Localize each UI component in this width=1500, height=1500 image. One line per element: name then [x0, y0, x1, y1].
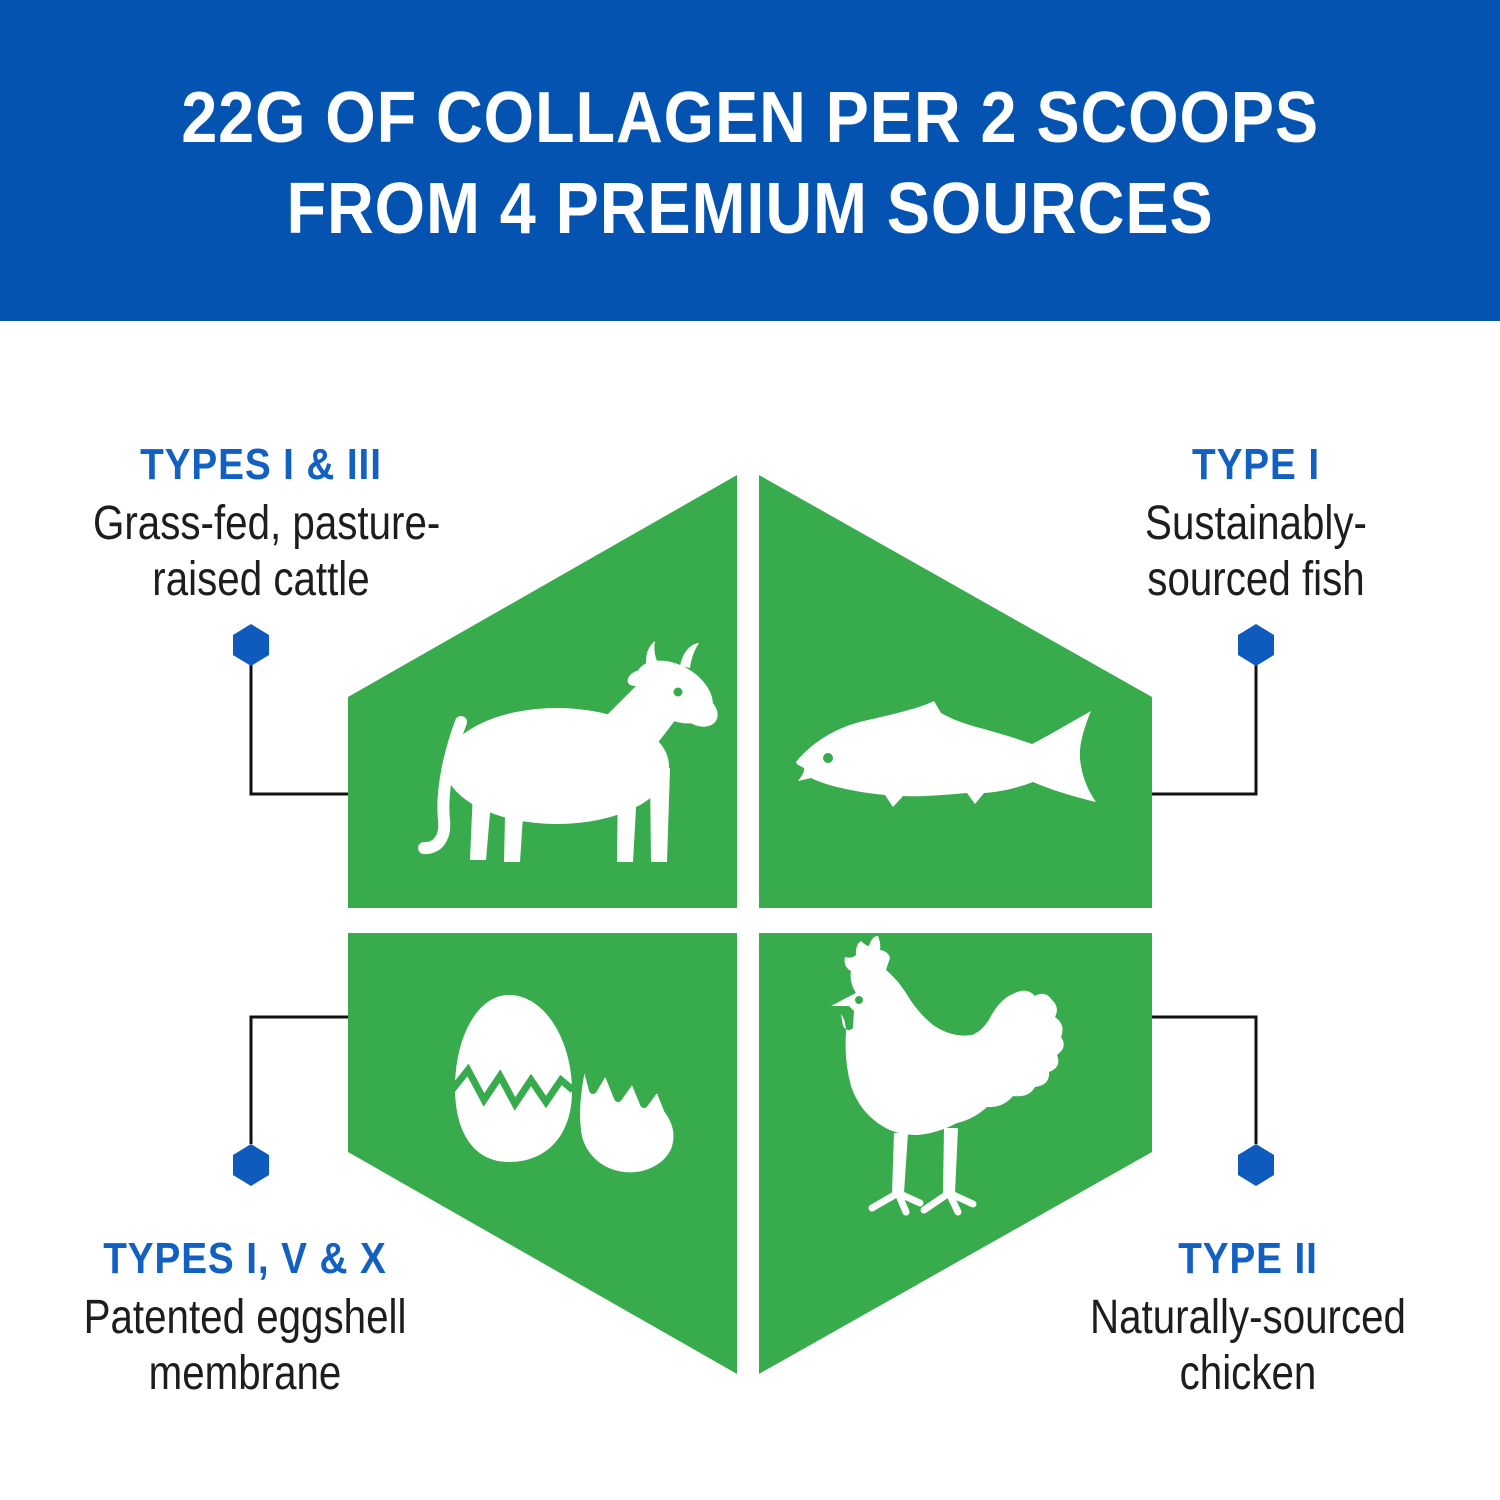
- cracked-eggs-icon: [449, 995, 682, 1181]
- label-desc-line1: Patented eggshell: [83, 1291, 407, 1344]
- collagen-type-heading: TYPE I: [1192, 440, 1320, 489]
- broken-eggshell-icon: [571, 1052, 682, 1181]
- connector-bottom-left: [249, 1015, 350, 1144]
- header-banner: 22G OF COLLAGEN PER 2 SCOOPS FROM 4 PREM…: [0, 0, 1500, 321]
- collagen-type-heading: TYPES I & III: [140, 440, 382, 489]
- label-top-left: TYPES I & III Grass-fed, pasture- raised…: [61, 440, 461, 608]
- quadrant-bottom-left-shape: [348, 933, 737, 1374]
- label-desc-line1: Naturally-sourced: [1090, 1291, 1406, 1344]
- chicken-icon: [831, 936, 1064, 1216]
- banner-title-line2: FROM 4 PREMIUM SOURCES: [286, 168, 1214, 249]
- label-desc-line1: Sustainably-: [1145, 497, 1367, 550]
- hex-dot-top-left-icon: [233, 624, 269, 666]
- fish-icon: [796, 701, 1096, 807]
- label-bottom-right: TYPE II Naturally-sourced chicken: [1048, 1234, 1448, 1402]
- banner-title-line1: 22G OF COLLAGEN PER 2 SCOOPS: [181, 77, 1319, 158]
- connector-top-right: [1150, 664, 1258, 796]
- chicken-eye-icon: [855, 996, 863, 1004]
- hex-dot-bottom-right-icon: [1238, 1144, 1274, 1186]
- egg-crack-line: [449, 1063, 576, 1111]
- label-desc-line2: sourced fish: [1147, 553, 1365, 606]
- hex-dot-bottom-left-icon: [233, 1144, 269, 1186]
- label-desc-line2: membrane: [148, 1347, 342, 1400]
- quadrant-top-right-shape: [759, 475, 1152, 908]
- connector-top-left: [249, 664, 350, 796]
- connector-bottom-right: [1150, 1015, 1258, 1144]
- label-top-right: TYPE I Sustainably- sourced fish: [1056, 440, 1456, 608]
- collagen-type-heading: TYPE II: [1178, 1234, 1318, 1283]
- cow-eye-icon: [673, 687, 683, 697]
- label-bottom-left: TYPES I, V & X Patented eggshell membran…: [45, 1234, 445, 1402]
- collagen-type-heading: TYPES I, V & X: [103, 1234, 387, 1283]
- fish-eye-icon: [823, 753, 833, 763]
- label-desc-line2: chicken: [1179, 1347, 1317, 1400]
- hex-dot-top-right-icon: [1238, 624, 1274, 666]
- label-desc-line2: raised cattle: [152, 553, 370, 606]
- label-desc-line1: Grass-fed, pasture-: [93, 497, 441, 550]
- cow-icon: [418, 641, 718, 862]
